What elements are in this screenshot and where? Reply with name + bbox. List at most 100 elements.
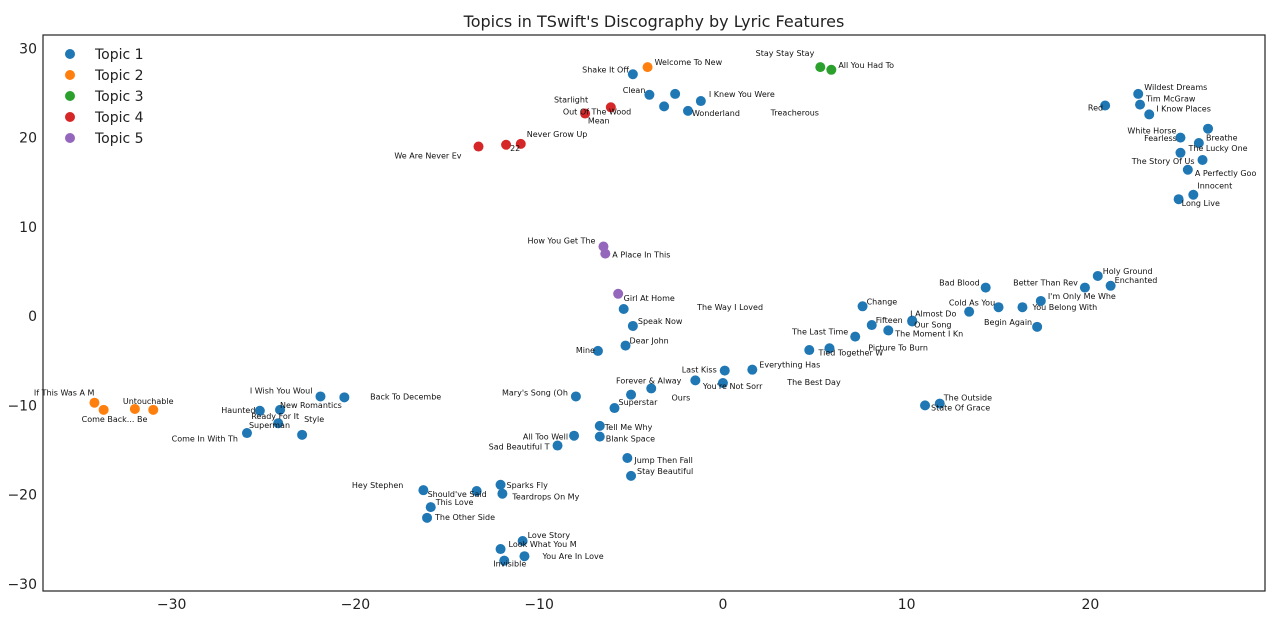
point-label: Love Story: [528, 531, 571, 540]
point-label: Dear John: [630, 337, 669, 346]
point-label: How You Get The: [527, 237, 595, 246]
point-label: New Romantics: [280, 401, 342, 410]
point-topic-4: [605, 102, 616, 113]
point-label: Should've Said: [428, 490, 487, 499]
point-label: Clean: [623, 86, 646, 95]
point-topic-1: [422, 512, 433, 523]
point-label: Breathe: [1206, 134, 1238, 143]
point-topic-1: [315, 391, 326, 402]
point-topic-1: [717, 378, 728, 389]
point-topic-1: [627, 69, 638, 80]
point-label: Mean: [588, 116, 610, 125]
point-topic-1: [425, 502, 436, 513]
point-topic-1: [1175, 147, 1186, 158]
point-label: If This Was A M: [34, 389, 95, 398]
data-points: Shake It Off Clean I Knew You Were Wonderla…: [34, 49, 1257, 569]
point-label: Back To Decembe: [370, 392, 441, 401]
point-label: I Knew You Were: [709, 90, 775, 99]
point-topic-1: [275, 404, 286, 415]
point-topic-1: [804, 345, 815, 356]
point-label: You Belong With: [1031, 303, 1097, 312]
point-topic-4: [580, 108, 591, 119]
point-label: Blank Space: [606, 435, 655, 444]
point-topic-1: [618, 303, 629, 314]
point-topic-1: [1079, 282, 1090, 293]
point-label: White Horse: [1127, 127, 1176, 136]
point-label: A Perfectly Goo: [1195, 169, 1257, 178]
point-topic-1: [920, 400, 931, 411]
point-topic-1: [980, 282, 991, 293]
point-topic-1: [627, 320, 638, 331]
point-label: The Lucky One: [1187, 144, 1247, 153]
point-label: Welcome To New: [655, 58, 723, 67]
point-topic-1: [339, 392, 350, 403]
y-tick-label: −30: [7, 577, 37, 593]
point-topic-4: [473, 141, 484, 152]
point-topic-1: [499, 555, 510, 566]
point-label: Fifteen: [876, 316, 903, 325]
point-topic-1: [471, 486, 482, 497]
point-topic-1: [1193, 137, 1204, 148]
point-label: The Best Day: [786, 378, 841, 387]
point-topic-1: [1197, 154, 1208, 165]
point-topic-1: [519, 551, 530, 562]
x-tick-label: 10: [898, 597, 916, 613]
point-topic-1: [1100, 100, 1111, 111]
point-label: Last Kiss: [682, 366, 717, 375]
point-topic-5: [600, 248, 611, 259]
point-label: Out Of The Wood: [563, 107, 631, 116]
point-topic-5: [613, 288, 624, 299]
point-topic-1: [1032, 321, 1043, 332]
point-topic-1: [620, 340, 631, 351]
point-label: Holy Ground: [1103, 267, 1153, 276]
point-label: Forever & Alway: [616, 377, 682, 386]
point-label: Come In With Th: [172, 434, 238, 443]
point-topic-1: [934, 398, 945, 409]
point-label: Enchanted: [1115, 276, 1158, 285]
point-label: Never Grow Up: [527, 130, 588, 139]
y-tick-label: 20: [19, 131, 37, 147]
point-label: Picture To Burn: [868, 344, 928, 353]
point-topic-1: [682, 105, 693, 116]
point-label: Stay Stay Stay: [756, 49, 815, 58]
point-topic-1: [964, 306, 975, 317]
x-axis-ticks: −30 −20 −10 0 10 20: [157, 597, 1099, 613]
point-label: Fearless: [1144, 134, 1177, 143]
point-topic-2: [148, 404, 159, 415]
point-topic-1: [1017, 302, 1028, 313]
point-topic-1: [690, 375, 701, 386]
x-tick-label: 20: [1082, 597, 1100, 613]
point-topic-1: [626, 389, 637, 400]
legend-marker: [65, 91, 75, 101]
point-topic-1: [1135, 99, 1146, 110]
point-label: The Story Of Us: [1131, 157, 1195, 166]
point-topic-2: [642, 62, 653, 73]
point-label: Stay Beautiful: [637, 467, 693, 476]
legend-marker: [65, 112, 75, 122]
point-label: Mine: [576, 346, 595, 355]
point-label: The Moment I Kn: [894, 329, 963, 338]
chart-title: Topics in TSwift's Discography by Lyric …: [463, 12, 845, 31]
point-topic-1: [1182, 164, 1193, 175]
point-label: The Way I Loved: [696, 303, 763, 312]
point-topic-1: [747, 364, 758, 375]
point-topic-1: [517, 536, 528, 547]
y-tick-label: 10: [19, 220, 37, 236]
point-label: Speak Now: [638, 317, 683, 326]
point-topic-1: [1133, 88, 1144, 99]
point-topic-1: [857, 301, 868, 312]
point-label: Invisible: [493, 560, 526, 569]
point-topic-1: [418, 485, 429, 496]
point-topic-1: [670, 88, 681, 99]
point-topic-1: [495, 544, 506, 555]
point-topic-1: [1035, 295, 1046, 306]
point-topic-1: [592, 345, 603, 356]
point-topic-1: [719, 365, 730, 376]
point-topic-1: [644, 89, 655, 100]
plot-frame: [42, 34, 1266, 592]
point-label: Cold As You: [949, 299, 995, 308]
point-label: The Other Side: [434, 513, 495, 522]
point-topic-1: [824, 343, 835, 354]
point-topic-1: [241, 428, 252, 439]
point-label: Shake It Off: [582, 65, 629, 74]
